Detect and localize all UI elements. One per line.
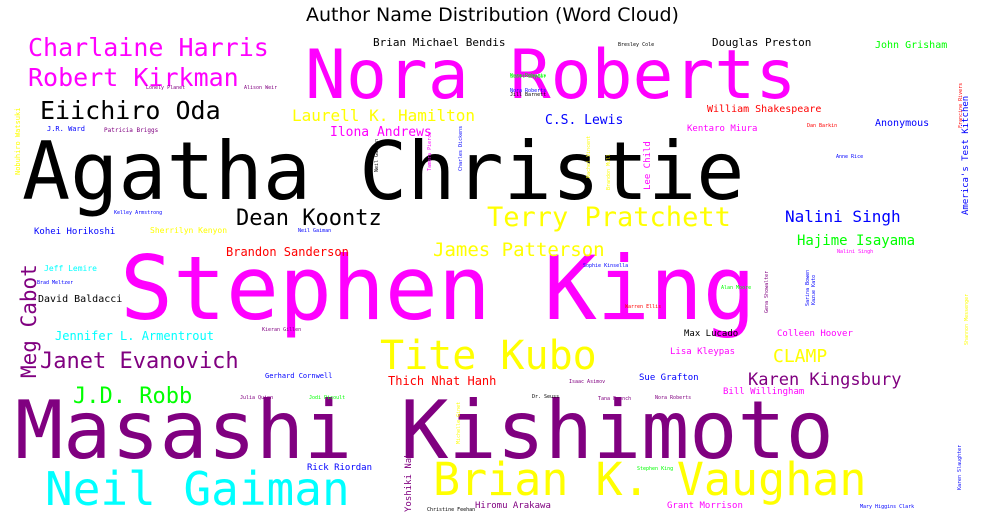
word-hajime-isayama: Hajime Isayama [797, 233, 915, 249]
word-eiichiro-oda: Eiichiro Oda [40, 96, 221, 125]
word-sherrilyn-kenyon: Sherrilyn Kenyon [150, 226, 227, 235]
word-nalini-singh: Nalini Singh [785, 207, 901, 226]
word-ilona-andrews: Ilona Andrews [330, 125, 432, 140]
word-brad-meltzer: Brad Meltzer [37, 280, 73, 286]
word-kelley-armstrong: Kelley Armstrong [114, 210, 162, 216]
word-terry-pratchett: Terry Pratchett [487, 202, 731, 233]
word-bill-willingham: Bill Willingham [723, 387, 804, 397]
word-alison-weir: Alison Weir [244, 85, 277, 91]
word-nobuhiro-watsuki: Nobuhiro Watsuki [14, 108, 22, 175]
word-neil-gaiman: Neil Gaiman [45, 462, 350, 516]
word-neil-gaiman: Neil Gaiman [374, 139, 380, 172]
word-agatha-christie: Agatha Christie [22, 125, 744, 218]
word-sue-grafton: Sue Grafton [639, 373, 699, 383]
word-dr-seuss: Dr. Seuss [532, 394, 559, 400]
word-clamp: CLAMP [773, 346, 827, 367]
word-brian-k-vaughan: Brian K. Vaughan [433, 453, 866, 506]
word-tamora-pierce: Tamora Pierce [427, 132, 433, 171]
word-nora-roberts: Nora Roberts [655, 395, 691, 401]
word-john-grisham: John Grisham [875, 40, 947, 51]
word-jennifer-l-armentrout: Jennifer L. Armentrout [55, 329, 214, 343]
word-brandon-mull: Brandon Mull [606, 154, 612, 190]
word-neil-gaiman: Neil Gaiman [298, 228, 331, 234]
word-mary-higgins-clark: Mary Higgins Clark [860, 504, 914, 510]
word-c-s-lewis: C.S. Lewis [545, 113, 623, 128]
word-nalini-singh: Nalini Singh [837, 249, 873, 255]
word-max-lucado: Max Lucado [684, 329, 738, 339]
word-janet-evanovich: Janet Evanovich [40, 349, 239, 374]
word-jodi-picoult: Jodi Picoult [309, 395, 345, 401]
word-j-d-robb: J.D. Robb [73, 384, 192, 409]
word-nora-roberts: Nora Roberts [305, 36, 796, 115]
word-brian-michael-bendis: Brian Michael Bendis [373, 36, 505, 49]
word-hiromu-arakawa: Hiromu Arakawa [475, 501, 551, 511]
word-julia-quinn: Julia Quinn [240, 395, 273, 401]
word-christine-feehan: Christine Feehan [427, 507, 475, 513]
word-j-r-ward: J.R. Ward [47, 125, 85, 133]
word-william-shakespeare: William Shakespeare [707, 104, 821, 115]
word-dean-koontz: Dean Koontz [236, 206, 382, 231]
word-robert-kirkman: Robert Kirkman [28, 63, 239, 92]
word-rachel-vincent: Rachel Vincent [586, 136, 592, 178]
word-tana-french: Tana French [598, 396, 631, 402]
word-kieran-gillen: Kieran Gillen [262, 327, 301, 333]
word-kentaro-miura: Kentaro Miura [687, 124, 757, 134]
word-yoshiki-nakamura: Yoshiki Nakamura [404, 425, 414, 512]
word-shannon-messenger: Shannon Messenger [964, 294, 970, 345]
word-karen-kingsbury: Karen Kingsbury [748, 370, 902, 390]
word-brandon-sanderson: Brandon Sanderson [226, 245, 349, 259]
word-karen-slaughter: Karen Slaughter [957, 445, 963, 490]
word-thich-nhat-hanh: Thich Nhat Hanh [388, 374, 496, 388]
word-kazue-kato: Kazue Kato [811, 275, 817, 305]
word-patricia-briggs: Patricia Briggs [104, 127, 159, 134]
word-jill-barnett: Jill Barnett [510, 92, 546, 98]
word-lonely-planet: Lonely Planet [146, 85, 185, 91]
word-gena-showalter: Gena Showalter [764, 271, 770, 313]
word-kohei-horikoshi: Kohei Horikoshi [34, 227, 115, 237]
word-masashi-kishimoto: Masashi Kishimoto [15, 384, 834, 477]
word-charlaine-harris: Charlaine Harris [28, 33, 269, 62]
word-jeff-lemire: Jeff Lemire [44, 264, 97, 273]
word-bresley-cole: Bresley Cole [618, 42, 654, 48]
word-sarina-bowen: Sarina Bowen [805, 270, 811, 306]
word-laurell-k-hamilton: Laurell K. Hamilton [292, 106, 475, 125]
word-james-patterson: James Patterson [433, 239, 605, 261]
word-stephen-king: Stephen King [637, 466, 673, 472]
word-warren-ellis: Warren Ellis [625, 304, 661, 310]
word-rick-riordan: Rick Riordan [307, 463, 372, 473]
word-america-s-test-kitchen: America's Test Kitchen [961, 96, 971, 215]
word-colleen-hoover: Colleen Hoover [777, 329, 853, 339]
word-scott-snyder: Scott Snyder [510, 74, 546, 80]
word-lee-child: Lee Child [643, 141, 653, 190]
word-grant-morrison: Grant Morrison [667, 501, 743, 511]
word-anne-rice: Anne Rice [836, 154, 863, 160]
word-gerhard-cornwell: Gerhard Cornwell [265, 372, 332, 380]
word-meg-cabot: Meg Cabot [17, 264, 41, 378]
word-anonymous: Anonymous [875, 118, 929, 129]
word-stephen-king: Stephen King [120, 237, 756, 340]
word-francine-rivers: Francine Rivers [958, 83, 964, 128]
chart-title: Author Name Distribution (Word Cloud) [306, 4, 679, 26]
word-douglas-preston: Douglas Preston [712, 36, 811, 49]
word-sophie-kinsella: Sophie Kinsella [583, 263, 628, 269]
word-alan-moore: Alan Moore [721, 285, 751, 291]
word-isaac-asimov: Isaac Asimov [569, 379, 605, 385]
word-michelle-ginet: Michelle Ginet [456, 402, 462, 444]
word-charles-dickens: Charles Dickens [458, 126, 464, 171]
word-lisa-kleypas: Lisa Kleypas [670, 347, 735, 357]
word-tite-kubo: Tite Kubo [380, 333, 597, 379]
word-nora-roberts: Nora Roberts [510, 73, 546, 79]
word-david-baldacci: David Baldacci [38, 294, 122, 305]
word-dan-barkin: Dan Barkin [807, 123, 837, 129]
word-nora-roberts: Nora Roberts [510, 88, 546, 94]
